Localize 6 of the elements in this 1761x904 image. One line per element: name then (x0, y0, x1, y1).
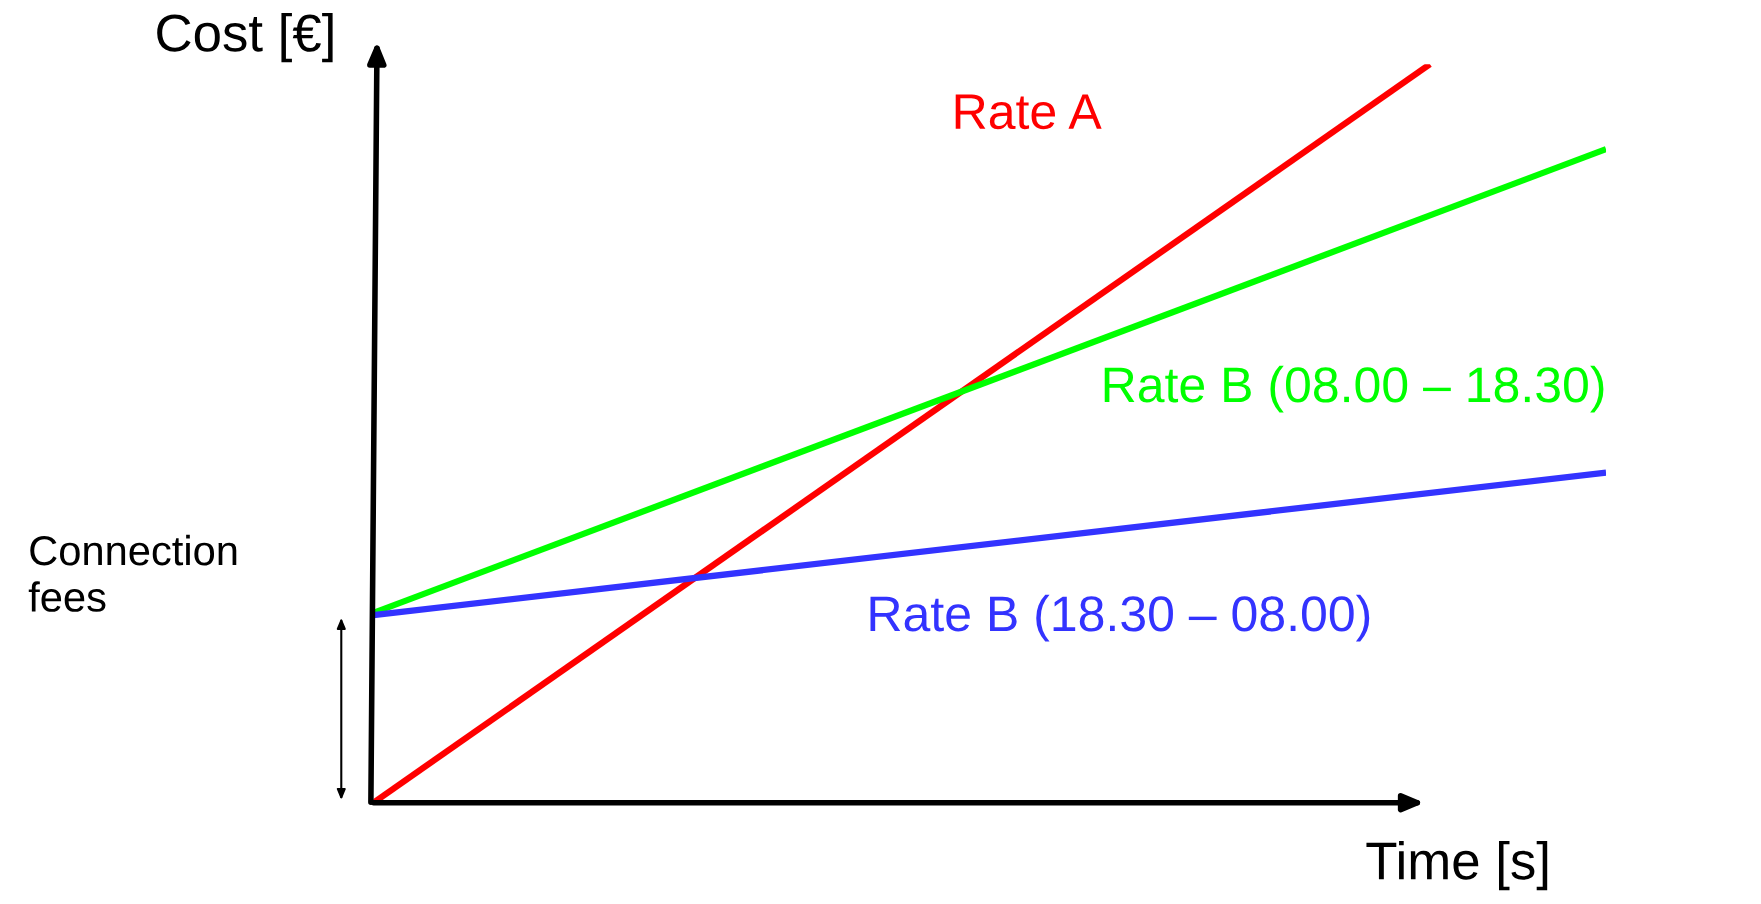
text: Rate A (955, 94, 1102, 130)
series-label: Rate B (18.30 – 08.00) (870, 594, 1370, 642)
x-axis-title: Time [s] (1366, 840, 1548, 891)
y-axis-title: Cost [€] (157, 13, 333, 63)
series-label: Rate B (08.00 – 18.30) (1104, 365, 1604, 413)
text: Connection fees (28, 534, 237, 612)
